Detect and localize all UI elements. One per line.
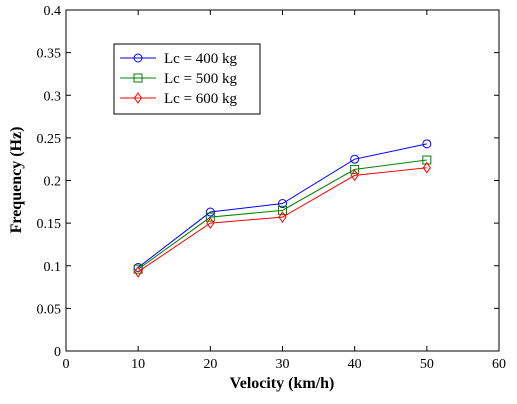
data-point [205, 212, 215, 222]
x-tick-label: 30 [276, 357, 290, 372]
data-point [205, 207, 215, 217]
y-tick-label: 0.2 [44, 175, 62, 190]
series-2 [133, 155, 432, 274]
legend-marker [133, 53, 143, 63]
y-tick-label: 0.35 [37, 47, 62, 62]
y-tick-label: 0.15 [37, 217, 62, 232]
x-axis-title: Velocity (km/h) [230, 375, 335, 392]
y-tick-label: 0.1 [44, 260, 62, 275]
series-line [137, 143, 427, 268]
y-tick-label: 0.3 [44, 89, 62, 104]
x-tick-label: 40 [348, 357, 362, 372]
data-point [278, 199, 287, 209]
y-axis-title: Frequency (Hz) [8, 127, 25, 234]
axis-ticks: 0 10 20 30 40 50 60 0 0.05 0.1 0.15 0.2 0.25 0.3 0.35 0… [37, 4, 507, 372]
data-point [350, 169, 359, 182]
data-point [134, 265, 143, 278]
data-point [350, 154, 360, 164]
data-point [422, 155, 432, 165]
x-tick-label: 50 [420, 357, 434, 372]
series-3 [134, 161, 431, 278]
legend: Lc = 400 kg Lc = 500 kg Lc = 600 kg [113, 43, 261, 115]
series-line [137, 167, 427, 273]
legend-label: Lc = 600 kg [164, 91, 238, 107]
series-line [137, 159, 427, 270]
legend-label: Lc = 500 kg [164, 71, 238, 87]
data-point [350, 164, 360, 174]
data-point [422, 161, 431, 174]
y-tick-label: 0.05 [37, 302, 62, 317]
data-point [206, 217, 215, 229]
x-tick-label: 0 [63, 357, 70, 372]
x-tick-label: 60 [492, 357, 506, 372]
data-point [278, 205, 287, 215]
legend-marker [133, 73, 143, 83]
legend-marker [133, 92, 143, 104]
y-tick-label: 0.4 [44, 4, 62, 19]
y-tick-label: 0 [54, 345, 61, 360]
series-group [133, 139, 432, 278]
legend-label: Lc = 400 kg [164, 51, 238, 67]
x-tick-label: 10 [131, 357, 145, 372]
data-point [278, 211, 287, 224]
data-point [422, 139, 432, 149]
x-tick-label: 20 [203, 357, 217, 372]
y-tick-label: 0.25 [37, 132, 62, 147]
